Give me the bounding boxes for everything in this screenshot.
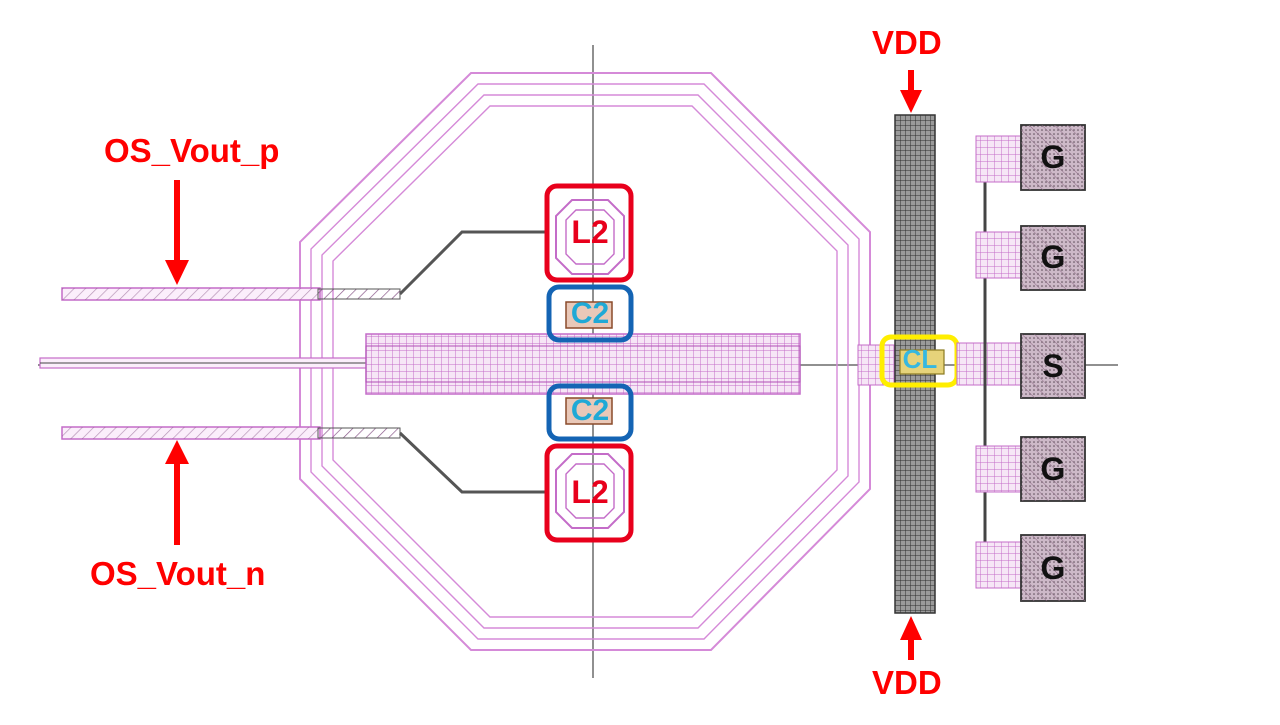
arrow-vdd-top: [900, 70, 922, 113]
cl-connection-left: [857, 344, 895, 386]
cl-to-s-line: [956, 342, 1024, 386]
cl-capacitor: [899, 349, 945, 375]
c2-top-label: C2: [570, 297, 610, 330]
pad-s: [1020, 333, 1086, 399]
c2-bottom-label: C2: [570, 394, 610, 427]
pad-g4-label: G: [1040, 550, 1066, 586]
c2-bottom-box: [546, 383, 634, 442]
input-center-line: [39, 357, 371, 369]
arrow-vdd-bottom: [900, 616, 922, 660]
l2-top-inductor: [555, 199, 625, 275]
os-vout-n-label: OS_Vout_n: [90, 555, 266, 592]
output-line-n: [61, 426, 545, 494]
os-vout-p-label: OS_Vout_p: [104, 132, 280, 169]
pad-g2-label: G: [1040, 239, 1066, 275]
pad-s-label: S: [1042, 348, 1064, 384]
l2-bottom-box: [544, 443, 634, 543]
c2-bottom-capacitor: [565, 397, 613, 425]
pad-g4: [1020, 534, 1086, 602]
l2-top-label: L2: [571, 214, 609, 250]
l2-bottom-label: L2: [571, 474, 609, 510]
l2-top-box: [544, 183, 634, 283]
pad-g3: [1020, 436, 1086, 502]
c2-top-box: [546, 284, 634, 343]
l2-bottom-inductor: [555, 453, 625, 529]
pad-g1: [1020, 124, 1086, 191]
octagon-inductor: [299, 72, 871, 651]
pad-g3-label: G: [1040, 451, 1066, 487]
arrow-os-vout-p: [165, 180, 189, 285]
arrow-os-vout-n: [165, 440, 189, 545]
c2-top-capacitor: [565, 301, 613, 329]
vdd-top-label: VDD: [872, 24, 942, 61]
cl-label: CL: [902, 344, 938, 374]
pad-g1-label: G: [1040, 139, 1066, 175]
output-line-p: [61, 230, 545, 301]
vdd-bottom-label: VDD: [872, 664, 942, 701]
pad-g2: [1020, 225, 1086, 291]
